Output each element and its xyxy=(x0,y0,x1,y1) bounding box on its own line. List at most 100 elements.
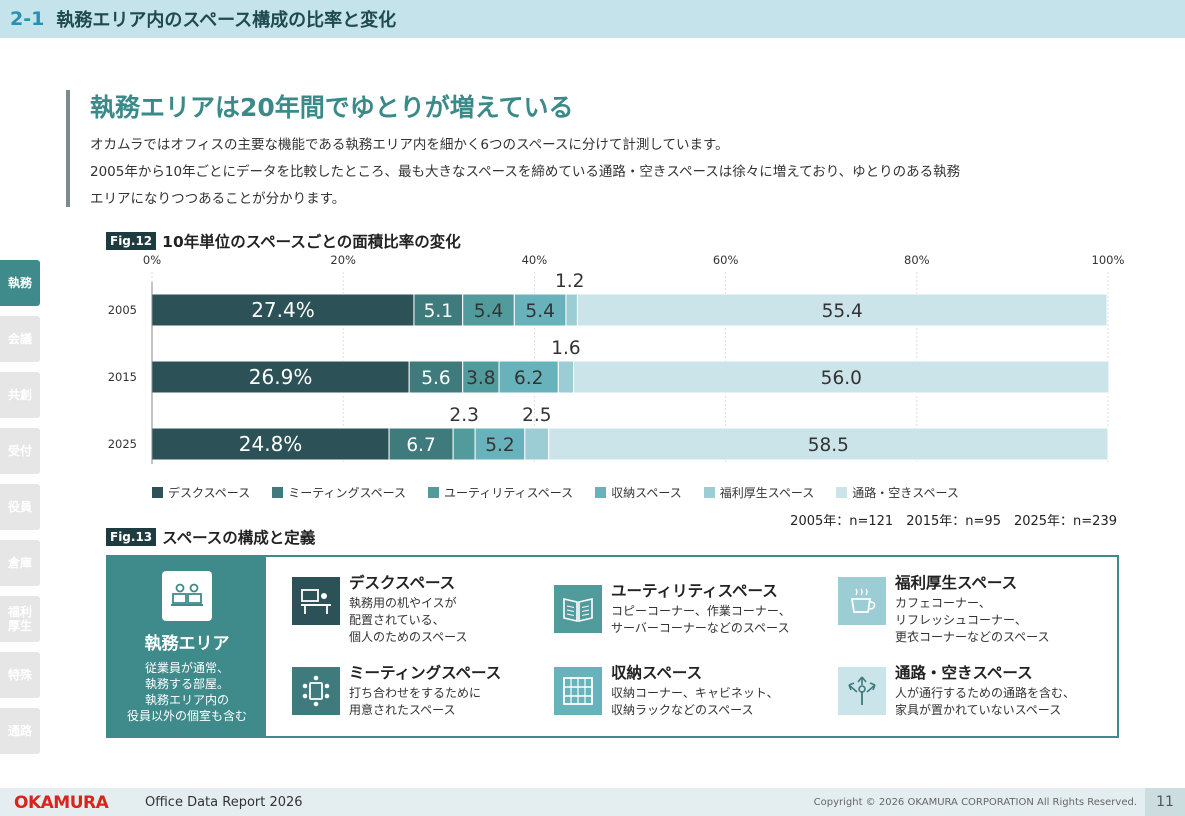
legend-item-meeting: ミーティングスペース xyxy=(272,484,406,501)
side-tab-meeting[interactable]: 会議 xyxy=(0,316,40,362)
def-item-utility: ユーティリティスペースコピーコーナー、作業コーナー、 サーバーコーナーなどのスペ… xyxy=(554,579,791,637)
def-desc-meeting: 打ち合わせをするために 用意されたスペース xyxy=(349,686,482,717)
workspace-icon xyxy=(162,571,212,621)
page-heading: 執務エリアは20年間でゆとりが増えている xyxy=(90,93,574,122)
legend-item-welfare: 福利厚生スペース xyxy=(703,484,815,501)
page-number: 11 xyxy=(1145,788,1185,816)
x-tick-label: 0% xyxy=(143,253,161,267)
bar-segment xyxy=(557,360,575,394)
legend-label-utility: ユーティリティスペース xyxy=(444,486,574,500)
bar-segment xyxy=(462,293,515,327)
office-area-panel: 執務エリア 従業員が通常、 執務する部屋。 執務エリア内の 役員以外の個室も含む xyxy=(108,557,266,736)
side-tab-reception[interactable]: 受付 xyxy=(0,428,40,474)
page-footer: OKAMURA Office Data Report 2026 Copyrigh… xyxy=(0,788,1185,816)
x-tick-label: 80% xyxy=(904,253,930,267)
data-label: 6.7 xyxy=(406,435,435,456)
x-tick-label: 40% xyxy=(522,253,548,267)
data-label: 1.6 xyxy=(551,338,580,359)
side-tab-warehouse[interactable]: 倉庫 xyxy=(0,540,40,586)
legend-swatch-passage xyxy=(836,487,848,498)
def-item-desk: デスクスペース執務用の机やイスが 配置されている、 個人のためのスペース xyxy=(292,571,468,646)
def-desc-welfare: カフェコーナー、 リフレッシュコーナー、 更衣コーナーなどのスペース xyxy=(895,596,1050,644)
bar-segment xyxy=(548,427,1109,461)
bar-segment xyxy=(151,427,390,461)
bar-segment xyxy=(576,293,1108,327)
bar-segment xyxy=(474,427,526,461)
definitions-box: 執務エリア 従業員が通常、 執務する部屋。 執務エリア内の 役員以外の個室も含む… xyxy=(106,555,1119,738)
def-title-passage: 通路・空きスペース xyxy=(895,664,1033,682)
def-title-desk: デスクスペース xyxy=(349,574,456,592)
data-label: 5.4 xyxy=(474,301,503,322)
side-tab-passage[interactable]: 通路 xyxy=(0,708,40,754)
data-label: 2.3 xyxy=(449,405,478,426)
section-number: 2-1 xyxy=(10,8,45,30)
intro-line-2: 2005年から10年ごとにデータを比較したところ、最も大きなスペースを締めている… xyxy=(90,164,961,180)
data-label: 6.2 xyxy=(514,368,543,389)
office-area-title: 執務エリア xyxy=(144,634,230,654)
copyright-text: Copyright © 2026 OKAMURA CORPORATION All… xyxy=(813,797,1137,808)
fig13-label: Fig.13 スペースの構成と定義 xyxy=(106,526,315,548)
desk-icon xyxy=(292,577,340,625)
y-category-label: 2025 xyxy=(108,437,137,451)
def-title-welfare: 福利厚生スペース xyxy=(895,574,1018,592)
legend-item-passage: 通路・空きスペース xyxy=(836,484,959,501)
bar-segment xyxy=(524,427,550,461)
cafe-icon xyxy=(838,577,886,625)
legend-swatch-storage xyxy=(595,487,607,498)
def-item-passage: 通路・空きスペース 人が通行するための通路を含む、 家具が置かれていないスペース xyxy=(838,661,1075,719)
bar-segment xyxy=(565,293,578,327)
def-desc-utility: コピーコーナー、作業コーナー、 サーバーコーナーなどのスペース xyxy=(611,604,791,635)
side-tab-special[interactable]: 特殊 xyxy=(0,652,40,698)
legend-label-passage: 通路・空きスペース xyxy=(852,486,959,500)
chart-legend: デスクスペース ミーティングスペース ユーティリティスペース 収納スペース 福利… xyxy=(152,484,981,501)
heading-accent-bar xyxy=(66,90,70,207)
meeting-icon xyxy=(292,667,340,715)
intro-line-3: エリアになりつつあることが分かります。 xyxy=(90,191,346,207)
data-label: 24.8% xyxy=(239,432,303,456)
legend-item-utility: ユーティリティスペース xyxy=(428,484,573,501)
legend-swatch-utility xyxy=(428,487,440,498)
x-tick-label: 60% xyxy=(713,253,739,267)
intro-text: オカムラではオフィスの主要な機能である執務エリア内を細かく6つのスペースに分けて… xyxy=(90,132,1130,213)
data-label: 5.1 xyxy=(424,301,453,322)
data-label: 58.5 xyxy=(808,435,849,456)
sample-size-note: 2005年：n=121 2015年：n=95 2025年：n=239 xyxy=(790,514,1117,529)
data-label: 56.0 xyxy=(821,368,862,389)
fig13-tag: Fig.13 xyxy=(106,528,157,546)
legend-item-desk: デスクスペース xyxy=(152,484,250,501)
storage-icon xyxy=(554,667,602,715)
def-item-storage: 収納スペース収納コーナー、キャビネット、 収納ラックなどのスペース xyxy=(554,661,779,719)
side-tab-welfare[interactable]: 福利厚生 xyxy=(0,596,40,642)
data-label: 5.6 xyxy=(421,368,450,389)
side-tab-cocreation[interactable]: 共創 xyxy=(0,372,40,418)
legend-label-welfare: 福利厚生スペース xyxy=(719,486,815,500)
okamura-logo: OKAMURA xyxy=(14,793,109,813)
legend-label-storage: 収納スペース xyxy=(611,486,682,500)
data-label: 27.4% xyxy=(251,298,315,322)
section-header: 2-1 執務エリア内のスペース構成の比率と変化 xyxy=(0,0,1185,38)
stacked-bar-chart: 0% 20% 40% 60% 80% 100% 2005 2015 2025 27.4% 5.1 5.… xyxy=(108,253,1125,464)
legend-swatch-welfare xyxy=(703,487,715,498)
data-label: 55.4 xyxy=(822,301,863,322)
def-title-utility: ユーティリティスペース xyxy=(611,582,778,600)
def-title-storage: 収納スペース xyxy=(611,664,703,682)
bar-segment xyxy=(498,360,559,394)
bar-segment xyxy=(452,427,476,461)
side-tab-office[interactable]: 執務 xyxy=(0,260,40,306)
side-tab-executive[interactable]: 役員 xyxy=(0,484,40,530)
bar-segment xyxy=(388,427,454,461)
data-label: 5.4 xyxy=(525,301,554,322)
report-name: Office Data Report 2026 xyxy=(145,795,303,810)
x-tick-label: 100% xyxy=(1092,253,1125,267)
def-title-meeting: ミーティングスペース xyxy=(349,664,502,682)
def-desc-desk: 執務用の机やイスが 配置されている、 個人のためのスペース xyxy=(349,596,468,644)
section-title: 執務エリア内のスペース構成の比率と変化 xyxy=(56,10,397,31)
def-desc-storage: 収納コーナー、キャビネット、 収納ラックなどのスペース xyxy=(611,686,779,717)
y-category-label: 2005 xyxy=(108,303,137,317)
legend-label-desk: デスクスペース xyxy=(168,486,251,500)
definitions-grid: デスクスペース執務用の机やイスが 配置されている、 個人のためのスペース ユーテ… xyxy=(266,557,1117,736)
intro-line-1: オカムラではオフィスの主要な機能である執務エリア内を細かく6つのスペースに分けて… xyxy=(90,137,729,153)
fig12-tag: Fig.12 xyxy=(106,232,157,250)
fig12-title: 10年単位のスペースごとの面積比率の変化 xyxy=(162,233,461,251)
data-label: 1.2 xyxy=(555,271,584,292)
